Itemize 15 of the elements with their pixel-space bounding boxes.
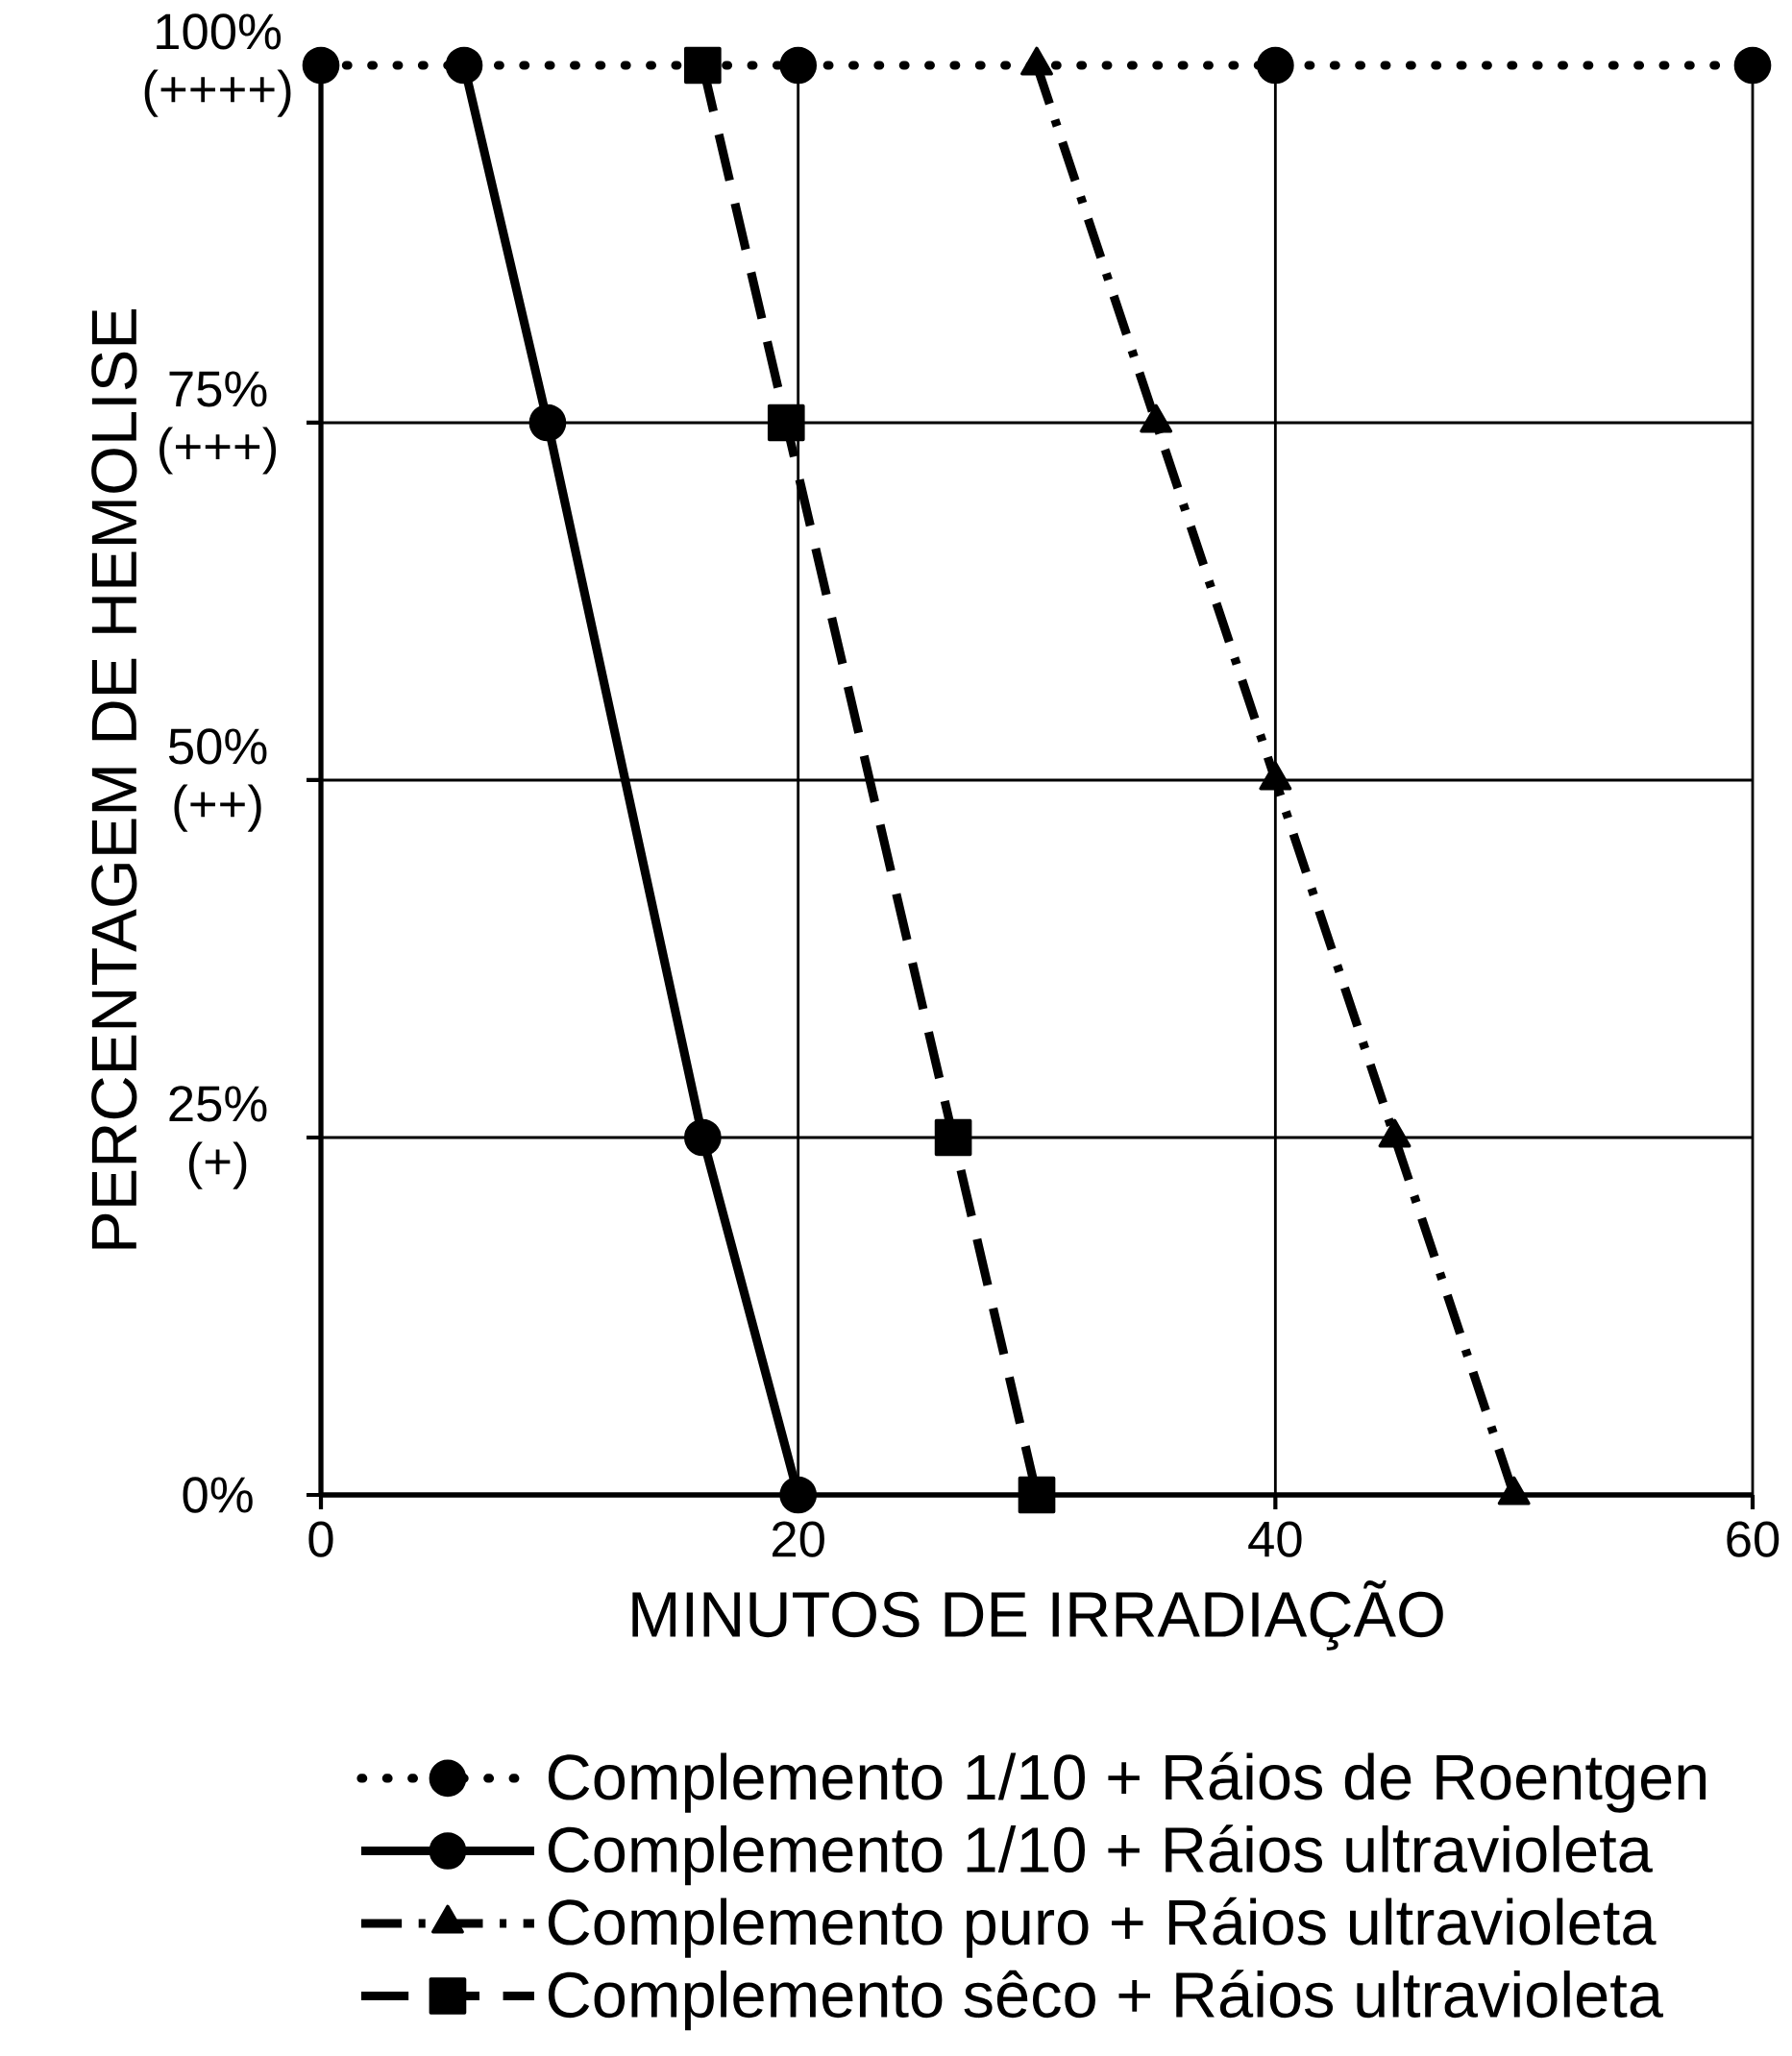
x-tick-label: 60 — [1727, 1521, 1780, 1557]
y-tick-label: 100% (++++) — [144, 13, 291, 117]
legend-label: Complemento 1/10 + Ráios ultravioleta — [548, 1824, 1653, 1886]
legend-label: Complemento 1/10 + Ráios de Roentgen — [548, 1751, 1706, 1813]
x-tick-label: 40 — [1248, 1521, 1302, 1557]
x-axis-title: MINUTOS DE IRRADIAÇÃO — [632, 1579, 1443, 1651]
y-tick-label: 50% (++) — [168, 728, 267, 832]
y-tick-label: 25% (+) — [169, 1086, 267, 1189]
legend-label: Complemento sêco + Ráios ultravioleta — [548, 1970, 1663, 2031]
legend-label: Complemento puro + Ráios ultravioleta — [548, 1897, 1657, 1958]
y-tick-label: 75% (+++) — [160, 371, 277, 475]
y-tick-label: 0% — [183, 1477, 253, 1513]
y-axis-title: PERCENTAGEM DE HEMOLISE — [91, 309, 137, 1249]
x-tick-label: 20 — [772, 1521, 824, 1557]
x-tick-label: 0 — [308, 1521, 333, 1557]
